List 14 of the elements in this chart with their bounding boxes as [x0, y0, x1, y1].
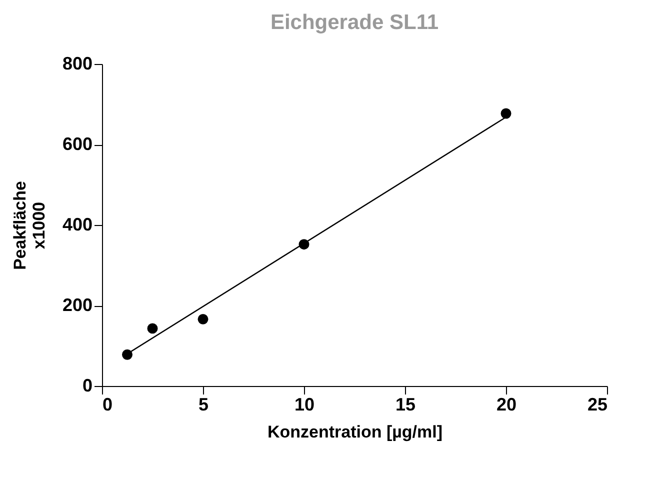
x-tick-label: 25: [587, 394, 608, 414]
x-tick-label: 0: [102, 394, 113, 414]
y-tick-label: 400: [62, 214, 92, 234]
x-tick-label: 20: [496, 394, 517, 414]
y-tick-label: 600: [62, 134, 92, 154]
y-tick-label: 0: [82, 376, 92, 396]
x-tick-label: 10: [294, 394, 315, 414]
x-tick-label: 5: [198, 394, 209, 414]
y-tick-label: 800: [62, 54, 92, 74]
y-tick-label: 200: [62, 295, 92, 315]
x-tick-label: 15: [395, 394, 416, 414]
chart-title: Eichgerade SL11: [270, 11, 439, 34]
y-axis-title: Peakfläche x1000: [10, 181, 48, 270]
x-axis-title: Konzentration [µg/ml]: [267, 422, 443, 442]
